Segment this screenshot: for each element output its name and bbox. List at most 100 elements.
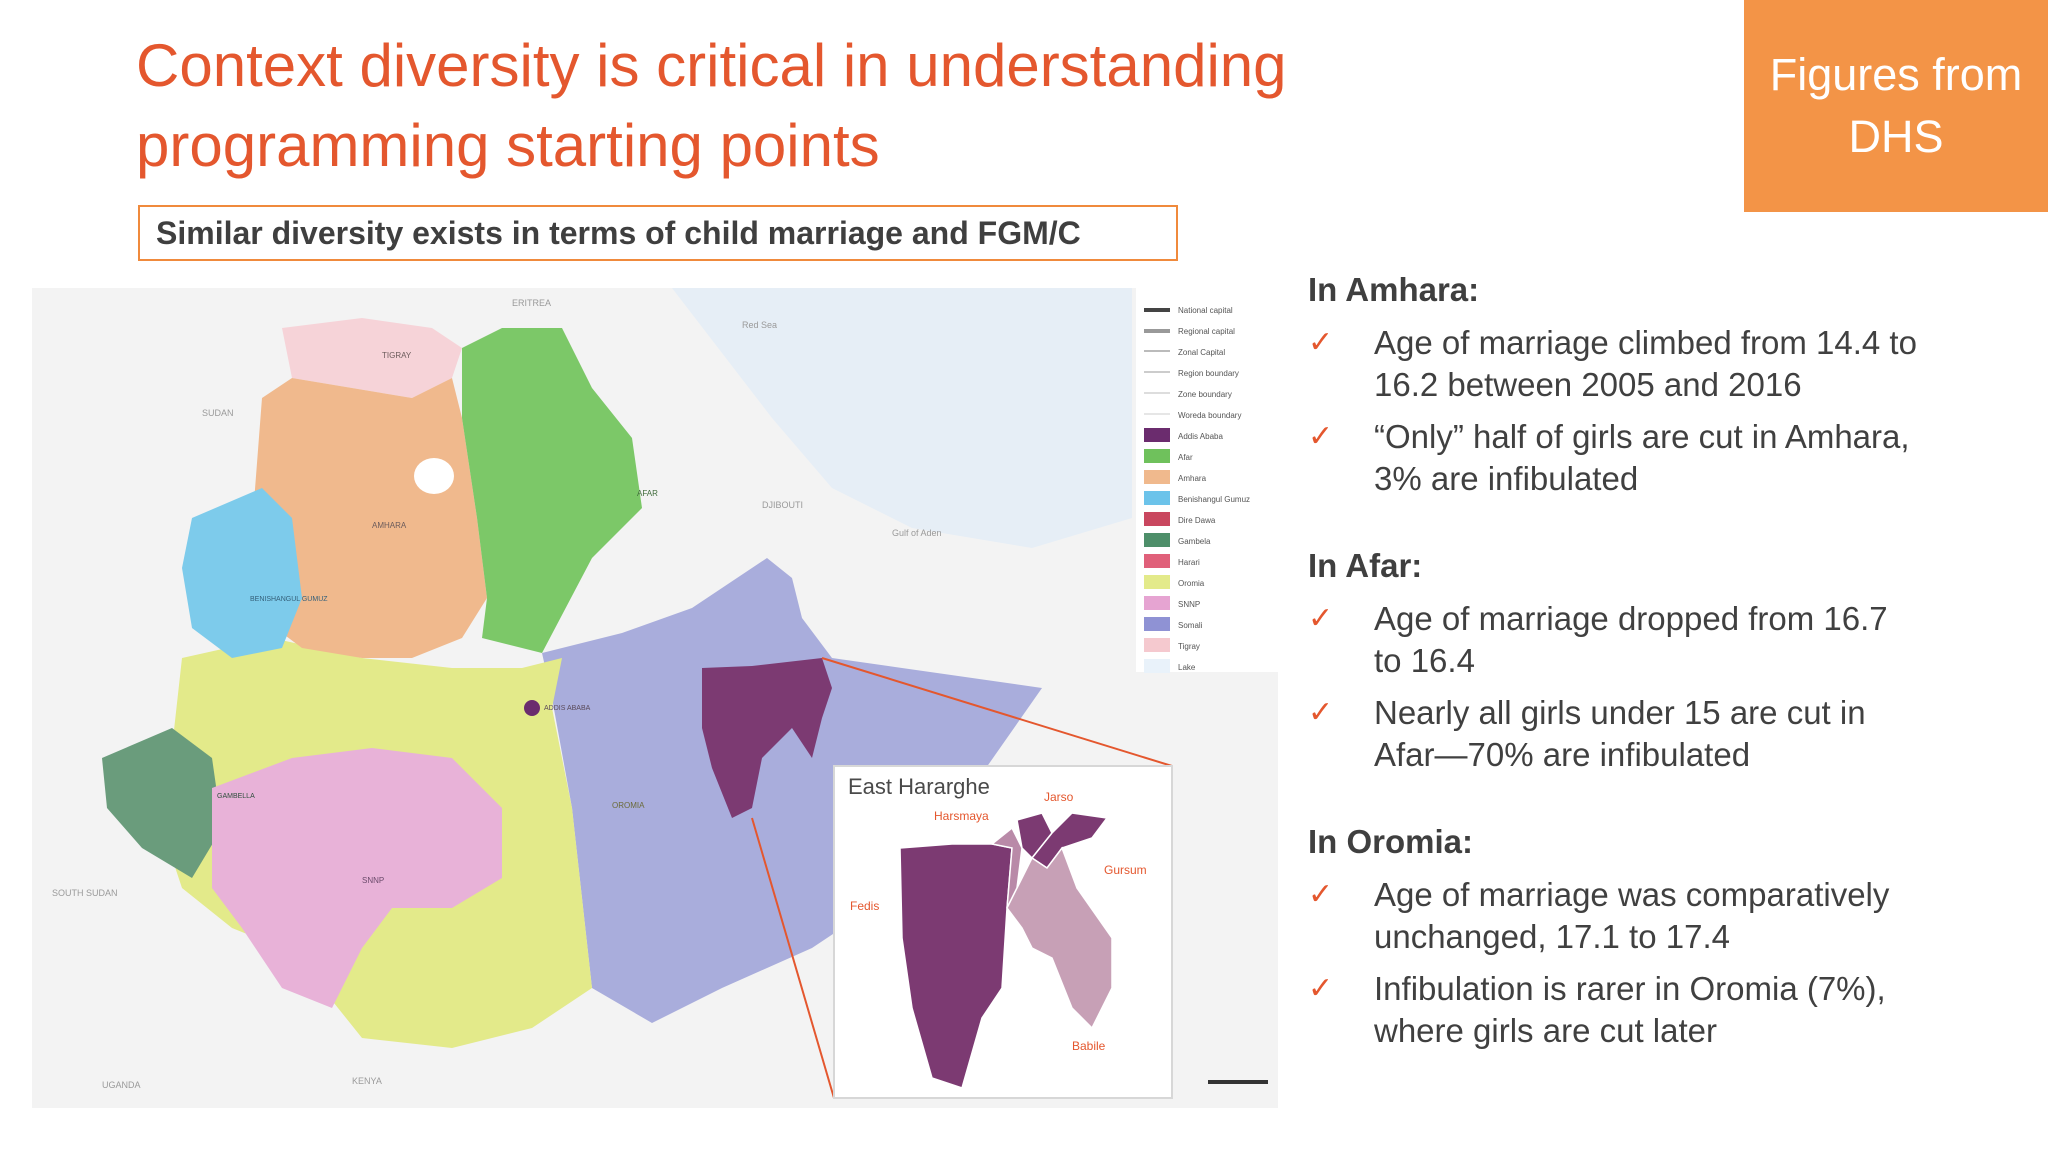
source-badge: Figures from DHS [1744,0,2048,212]
legend-label: Afar [1178,453,1193,462]
inset-label-gursum: Gursum [1104,863,1147,877]
region-label-afar: AFAR [637,489,658,498]
sea-label-red-sea: Red Sea [742,320,777,330]
legend-label: National capital [1178,306,1233,315]
ethiopia-map: ERITREA SUDAN SOUTH SUDAN KENYA UGANDA D… [32,288,1278,1108]
subtitle-box: Similar diversity exists in terms of chi… [138,205,1178,261]
inset-label-babile: Babile [1072,1039,1106,1053]
woreda-babile [1006,846,1113,1030]
section-afar: In Afar: ✓ Age of marriage dropped from … [1308,544,2008,776]
legend-label: Lake [1178,663,1196,672]
legend-label: SNNP [1178,600,1200,609]
check-icon: ✓ [1308,602,1334,635]
legend-label: Harari [1178,558,1200,567]
legend-swatch [1144,533,1170,547]
legend-label: Zonal Capital [1178,348,1225,357]
inset-label-harsmaya: Harsmaya [934,809,989,823]
bullet-oromia-marriage: ✓ Age of marriage was comparatively unch… [1308,876,1890,955]
legend-swatch [1144,659,1170,673]
inset-label-fedis: Fedis [850,899,879,913]
neighbor-label-south-sudan: SOUTH SUDAN [52,888,118,898]
region-label-amhara: AMHARA [372,521,407,530]
check-icon: ✓ [1308,696,1334,729]
legend-swatch [1144,638,1170,652]
legend-swatch [1144,470,1170,484]
legend-swatch [1144,308,1170,312]
legend-label: Regional capital [1178,327,1235,336]
legend-swatch [1144,350,1170,352]
neighbor-label-sudan: SUDAN [202,408,234,418]
region-benishangul [182,488,302,658]
sea-label-gulf-of-aden: Gulf of Aden [892,528,942,538]
scale-bar [1208,1080,1268,1084]
bullet-oromia-infibulation: ✓ Infibulation is rarer in Oromia (7%), … [1308,970,1886,1049]
check-icon: ✓ [1308,972,1334,1005]
check-icon: ✓ [1308,326,1334,359]
neighbor-label-kenya: KENYA [352,1076,382,1086]
lake-tana [414,458,454,494]
legend-swatch [1144,371,1170,373]
region-label-tigray: TIGRAY [382,351,412,360]
badge-line-1: Figures from [1769,49,2023,100]
subtitle-text: Similar diversity exists in terms of chi… [156,214,1081,251]
region-afar [462,328,642,653]
legend-swatch [1144,449,1170,463]
callout-line-lower [751,817,835,1099]
legend-swatch [1144,329,1170,333]
legend-label: Tigray [1178,642,1200,651]
legend-label: Benishangul Gumuz [1178,495,1250,504]
bullet-amhara-cutting: ✓ “Only” half of girls are cut in Amhara… [1308,418,1910,497]
legend-swatch [1144,617,1170,631]
legend-label: Woreda boundary [1178,411,1241,420]
bullet-amhara-marriage: ✓ Age of marriage climbed from 14.4 to 1… [1308,324,1917,403]
region-label-oromia: OROMIA [612,801,645,810]
legend-label: Oromia [1178,579,1205,588]
legend-swatch [1144,428,1170,442]
inset-label-jarso: Jarso [1044,790,1074,804]
title-line-1: Context diversity is critical in underst… [136,32,1287,99]
legend-list: National capital Regional capital Zonal Ca… [1144,306,1250,673]
check-icon: ✓ [1308,878,1334,911]
region-gambella [102,728,222,878]
red-sea [672,288,1132,548]
legend-swatch [1144,392,1170,394]
legend-swatch [1144,575,1170,589]
region-label-benishangul: BENISHANGUL GUMUZ [250,596,328,603]
region-addis-ababa [524,700,540,716]
check-icon: ✓ [1308,420,1334,453]
badge-line-2: DHS [1848,111,1944,162]
legend-swatch [1144,596,1170,610]
slide-title: Context diversity is critical in underst… [136,26,1416,186]
legend-label: Addis Ababa [1178,432,1223,441]
section-heading-amhara: In Amhara: [1308,271,1480,308]
region-label-addis-ababa: ADDIS ABABA [544,705,591,712]
legend-label: Amhara [1178,474,1207,483]
legend-label: Gambela [1178,537,1211,546]
legend-label: Dire Dawa [1178,516,1216,525]
region-east-hararghe [702,658,832,818]
section-oromia: In Oromia: ✓ Age of marriage was compara… [1308,820,2008,1052]
region-somali [542,558,1042,1023]
legend-label: Somali [1178,621,1203,630]
region-amhara [252,378,487,658]
legend-swatch [1144,512,1170,526]
neighbor-label-eritrea: ERITREA [512,298,551,308]
section-amhara: In Amhara: ✓ Age of marriage climbed fro… [1308,268,2008,500]
legend-label: Region boundary [1178,369,1239,378]
title-line-2: programming starting points [136,112,880,179]
neighbor-label-uganda: UGANDA [102,1080,141,1090]
inset-title: East Hararghe [848,774,990,799]
bullet-afar-cutting: ✓ Nearly all girls under 15 are cut in A… [1308,694,1866,773]
callout-line-upper [821,657,1173,767]
woreda-fedis [899,843,1013,1089]
legend-swatch [1144,491,1170,505]
map-svg: ERITREA SUDAN SOUTH SUDAN KENYA UGANDA D… [32,288,1278,1108]
legend-label: Zone boundary [1178,390,1232,399]
neighbor-label-djibouti: DJIBOUTI [762,500,803,510]
legend-swatch [1144,554,1170,568]
legend-swatch [1144,413,1170,415]
region-tigray [282,318,462,398]
section-heading-afar: In Afar: [1308,547,1423,584]
region-label-gambella: GAMBELLA [217,793,255,800]
section-heading-oromia: In Oromia: [1308,823,1474,860]
